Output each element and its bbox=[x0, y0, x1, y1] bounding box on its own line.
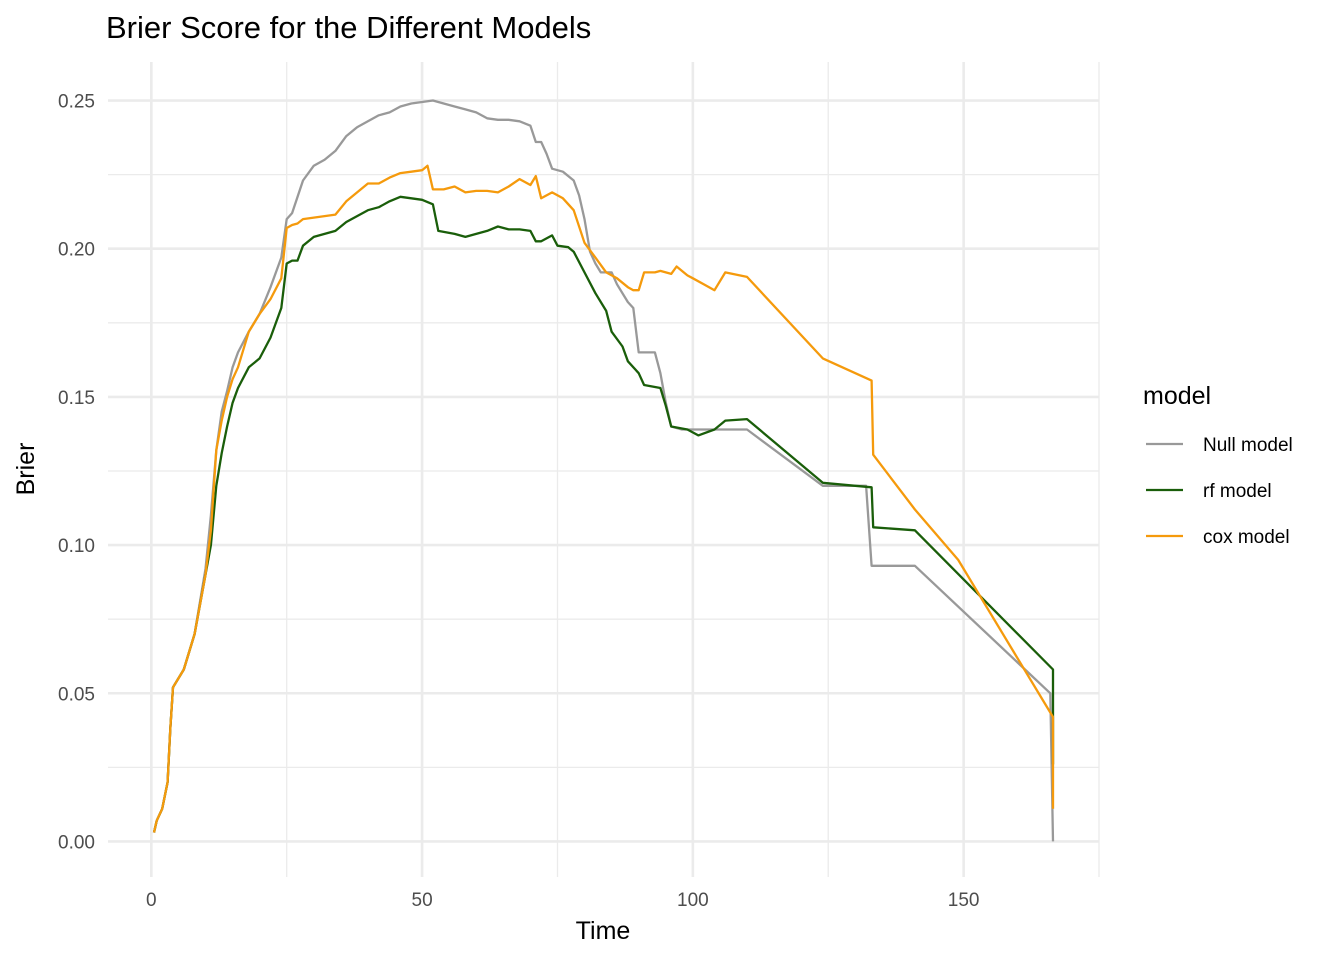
x-tick-label: 0 bbox=[146, 890, 157, 911]
y-tick-label: 0.25 bbox=[58, 92, 95, 113]
legend: model Null model rf model cox model bbox=[1143, 382, 1293, 548]
x-axis-ticks: 0 50 100 150 bbox=[146, 890, 979, 911]
plot-series bbox=[152, 99, 1055, 842]
y-axis-ticks: 0.00 0.05 0.10 0.15 0.20 0.25 bbox=[58, 92, 95, 854]
chart-title: Brier Score for the Different Models bbox=[106, 10, 591, 45]
x-axis-title: Time bbox=[576, 917, 631, 945]
legend-label-cox-model: cox model bbox=[1203, 527, 1290, 548]
y-axis-title: Brier bbox=[12, 443, 40, 496]
series-line-rf-model bbox=[152, 195, 1055, 833]
series-line-null-model bbox=[152, 99, 1055, 842]
x-tick-label: 150 bbox=[948, 890, 980, 911]
y-tick-label: 0.10 bbox=[58, 536, 95, 557]
plot-grid bbox=[108, 62, 1100, 877]
legend-label-rf-model: rf model bbox=[1203, 481, 1272, 502]
legend-title: model bbox=[1143, 382, 1211, 410]
y-tick-label: 0.15 bbox=[58, 388, 95, 409]
series-line-cox-model bbox=[152, 164, 1055, 833]
legend-label-null-model: Null model bbox=[1203, 435, 1293, 456]
y-tick-label: 0.00 bbox=[58, 832, 95, 853]
x-tick-label: 100 bbox=[677, 890, 709, 911]
x-tick-label: 50 bbox=[412, 890, 433, 911]
y-tick-label: 0.05 bbox=[58, 684, 95, 705]
y-tick-label: 0.20 bbox=[58, 240, 95, 261]
